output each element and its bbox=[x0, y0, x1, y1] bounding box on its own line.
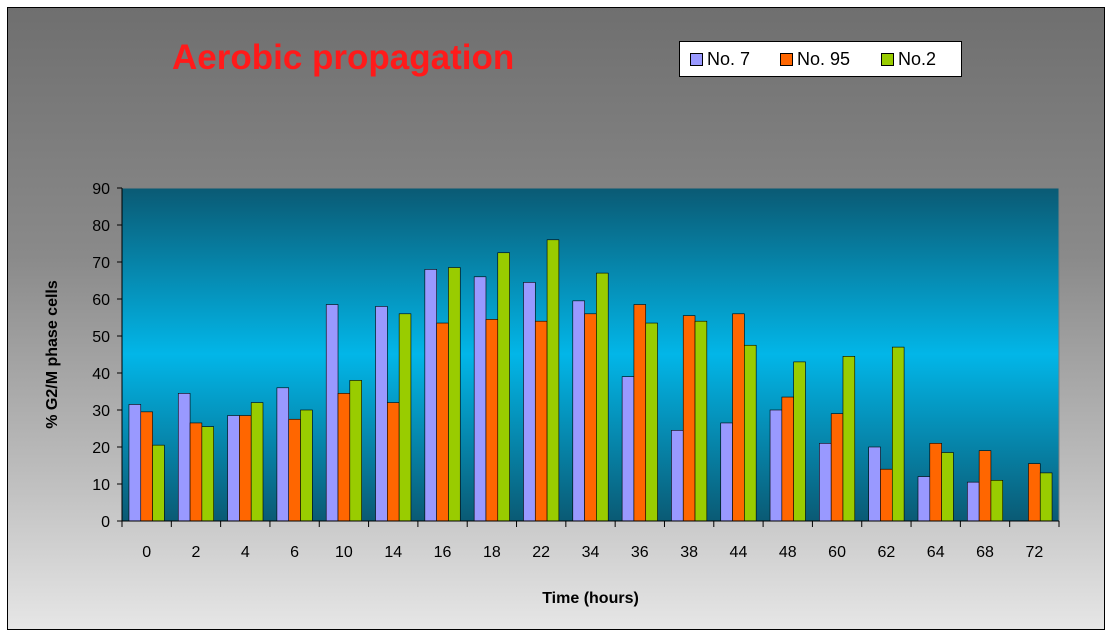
bar-series-1-16 bbox=[424, 269, 437, 522]
bar-series-3-72 bbox=[1039, 472, 1053, 522]
bar-series-3-2 bbox=[201, 426, 214, 522]
y-axis-label: % G2/M phase cells bbox=[44, 280, 61, 429]
y-tick-label: 10 bbox=[92, 477, 110, 494]
y-tick-label: 0 bbox=[101, 514, 110, 531]
bar-series-3-64 bbox=[941, 452, 954, 522]
bar-series-3-68 bbox=[990, 479, 1004, 522]
legend-label-series-2: No. 95 bbox=[797, 48, 851, 69]
bar-series-2-4 bbox=[239, 415, 252, 522]
x-tick-label: 72 bbox=[1025, 544, 1043, 561]
bar-series-3-10 bbox=[349, 380, 362, 522]
y-tick-label: 60 bbox=[92, 292, 110, 309]
y-tick-label: 40 bbox=[92, 366, 110, 383]
bar-series-2-16 bbox=[436, 322, 449, 522]
bar-series-2-0 bbox=[140, 411, 153, 522]
bar-series-1-44 bbox=[720, 422, 733, 522]
x-tick-label: 38 bbox=[680, 544, 698, 561]
bar-series-3-62 bbox=[891, 346, 905, 522]
bar-series-3-6 bbox=[300, 409, 313, 522]
x-axis-label: Time (hours) bbox=[542, 590, 639, 607]
bar-series-3-44 bbox=[744, 344, 757, 522]
bar-series-1-18 bbox=[473, 276, 487, 522]
bar-series-2-14 bbox=[387, 402, 400, 522]
bar-series-1-38 bbox=[671, 430, 684, 522]
bar-series-1-0 bbox=[128, 404, 142, 522]
x-tick-label: 36 bbox=[631, 544, 649, 561]
y-tick-label: 70 bbox=[92, 255, 110, 272]
y-tick-label: 80 bbox=[92, 218, 110, 235]
bar-series-1-36 bbox=[621, 376, 635, 522]
legend-label-series-1: No. 7 bbox=[707, 48, 751, 69]
x-tick-label: 60 bbox=[828, 544, 846, 561]
x-tick-label: 18 bbox=[483, 544, 501, 561]
bar-series-1-2 bbox=[177, 393, 191, 522]
x-tick-label: 16 bbox=[434, 544, 452, 561]
x-tick-label: 6 bbox=[290, 544, 299, 561]
y-tick-label: 50 bbox=[92, 329, 110, 346]
x-tick-label: 4 bbox=[241, 544, 250, 561]
bar-series-1-64 bbox=[917, 476, 931, 522]
bar-series-2-38 bbox=[682, 315, 696, 522]
bar-series-3-4 bbox=[250, 402, 264, 522]
bar-series-3-60 bbox=[842, 356, 856, 522]
bar-series-3-0 bbox=[152, 444, 165, 522]
bar-series-3-18 bbox=[497, 252, 510, 522]
bar-series-1-22 bbox=[523, 282, 536, 522]
bar-series-1-6 bbox=[276, 387, 290, 522]
bar-series-1-48 bbox=[769, 409, 783, 522]
bar-series-2-10 bbox=[337, 393, 351, 522]
x-tick-label: 68 bbox=[976, 544, 994, 561]
bar-series-3-34 bbox=[596, 272, 609, 522]
bar-series-2-36 bbox=[633, 304, 647, 522]
x-tick-label: 2 bbox=[192, 544, 201, 561]
bar-series-2-64 bbox=[929, 442, 942, 522]
x-tick-label: 62 bbox=[877, 544, 895, 561]
x-tick-label: 64 bbox=[927, 544, 945, 561]
bar-series-2-72 bbox=[1028, 463, 1041, 522]
legend-item-series-1: No. 7 bbox=[690, 42, 750, 76]
y-tick-label: 90 bbox=[92, 181, 110, 198]
x-tick-label: 14 bbox=[384, 544, 402, 561]
bar-series-2-62 bbox=[880, 468, 893, 522]
bar-series-2-68 bbox=[978, 450, 992, 522]
bar-series-2-60 bbox=[830, 413, 844, 522]
x-tick-label: 44 bbox=[730, 544, 748, 561]
bar-series-1-60 bbox=[819, 442, 832, 522]
legend-item-series-3: No.2 bbox=[881, 42, 936, 76]
x-tick-label: 48 bbox=[779, 544, 797, 561]
x-tick-label: 10 bbox=[335, 544, 353, 561]
legend: No. 7 No. 95 No.2 bbox=[679, 41, 962, 77]
bar-series-2-6 bbox=[288, 418, 301, 522]
bar-series-2-48 bbox=[781, 396, 794, 522]
y-tick-label: 20 bbox=[92, 440, 110, 457]
bar-series-2-22 bbox=[534, 320, 548, 522]
bar-series-2-34 bbox=[584, 313, 597, 522]
legend-item-series-2: No. 95 bbox=[780, 42, 850, 76]
y-tick-label: 30 bbox=[92, 403, 110, 420]
bar-series-3-48 bbox=[793, 361, 806, 522]
legend-swatch-series-2 bbox=[780, 52, 793, 66]
bar-series-1-34 bbox=[572, 300, 585, 522]
bar-series-1-62 bbox=[868, 446, 881, 522]
bar-series-1-4 bbox=[227, 415, 240, 522]
legend-swatch-series-1 bbox=[690, 52, 703, 66]
bar-series-2-2 bbox=[189, 422, 203, 522]
legend-label-series-3: No.2 bbox=[898, 48, 937, 69]
bar-series-1-14 bbox=[375, 306, 388, 522]
bar-series-2-18 bbox=[485, 319, 499, 522]
bar-series-3-22 bbox=[546, 239, 560, 522]
bar-series-3-38 bbox=[694, 320, 708, 522]
bar-series-2-44 bbox=[732, 313, 745, 522]
chart-title: Aerobic propagation bbox=[172, 38, 515, 77]
bar-series-3-16 bbox=[448, 267, 461, 522]
bar-series-1-10 bbox=[325, 304, 339, 522]
x-tick-label: 22 bbox=[532, 544, 550, 561]
bar-series-3-36 bbox=[645, 322, 658, 522]
x-tick-label: 34 bbox=[582, 544, 600, 561]
bar-series-3-14 bbox=[398, 313, 412, 522]
bar-series-1-68 bbox=[967, 481, 980, 522]
legend-swatch-series-3 bbox=[881, 52, 894, 66]
x-tick-label: 0 bbox=[142, 544, 151, 561]
